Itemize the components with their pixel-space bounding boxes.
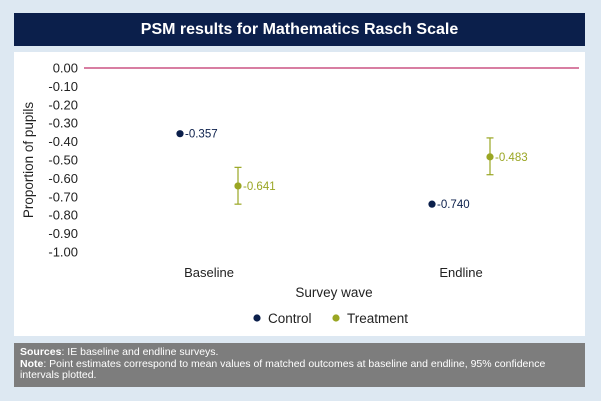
sources-line: Sources: IE baseline and endline surveys… [20, 346, 579, 359]
note-label: Note [20, 357, 44, 370]
y-tick-label: -0.90 [48, 226, 78, 241]
control-point [176, 130, 184, 138]
y-tick-label: -1.00 [48, 245, 78, 260]
y-tick-label: -0.30 [48, 116, 78, 131]
legend-treatment-label: Treatment [347, 311, 408, 326]
treatment-point [234, 182, 242, 190]
y-tick-label: -0.40 [48, 134, 78, 149]
x-tick-label: Baseline [184, 265, 234, 280]
chart-panel: 0.00 -0.10 -0.20 -0.30 -0.40 -0.50 -0.60 -0.70 -… [14, 52, 585, 336]
y-tick-label: -0.80 [48, 208, 78, 223]
treatment-data-label: -0.641 [243, 181, 276, 193]
y-axis-title: Proportion of pupils [21, 102, 36, 219]
control-data-label: -0.740 [437, 199, 470, 211]
sources-label: Sources [20, 346, 62, 358]
y-tick-label: -0.10 [48, 79, 78, 94]
treatment-point [486, 153, 494, 161]
treatment-data-label: -0.483 [495, 152, 528, 164]
control-point [428, 200, 436, 208]
x-tick-label: Endline [439, 265, 482, 280]
y-tick-label: -0.50 [48, 153, 78, 168]
y-tick-label: 0.00 [53, 61, 78, 76]
y-tick-label: -0.70 [48, 189, 78, 204]
chart-svg: 0.00 -0.10 -0.20 -0.30 -0.40 -0.50 -0.60 -0.70 -… [21, 61, 579, 326]
y-tick-label: -0.60 [48, 171, 78, 186]
control-data-label: -0.357 [185, 129, 218, 141]
note-line: Note: Point estimates correspond to mean… [20, 357, 579, 382]
sources-text: : IE baseline and endline surveys. [61, 346, 219, 358]
legend-control-label: Control [268, 311, 312, 326]
y-tick-label: -0.20 [48, 97, 78, 112]
notes-box: Sources: IE baseline and endline surveys… [14, 343, 585, 387]
x-axis-title: Survey wave [295, 285, 372, 300]
legend-treatment-marker [332, 314, 340, 322]
chart-title: PSM results for Mathematics Rasch Scale [14, 13, 585, 46]
legend-control-marker [253, 314, 261, 322]
note-text: : Point estimates correspond to mean val… [20, 357, 546, 381]
